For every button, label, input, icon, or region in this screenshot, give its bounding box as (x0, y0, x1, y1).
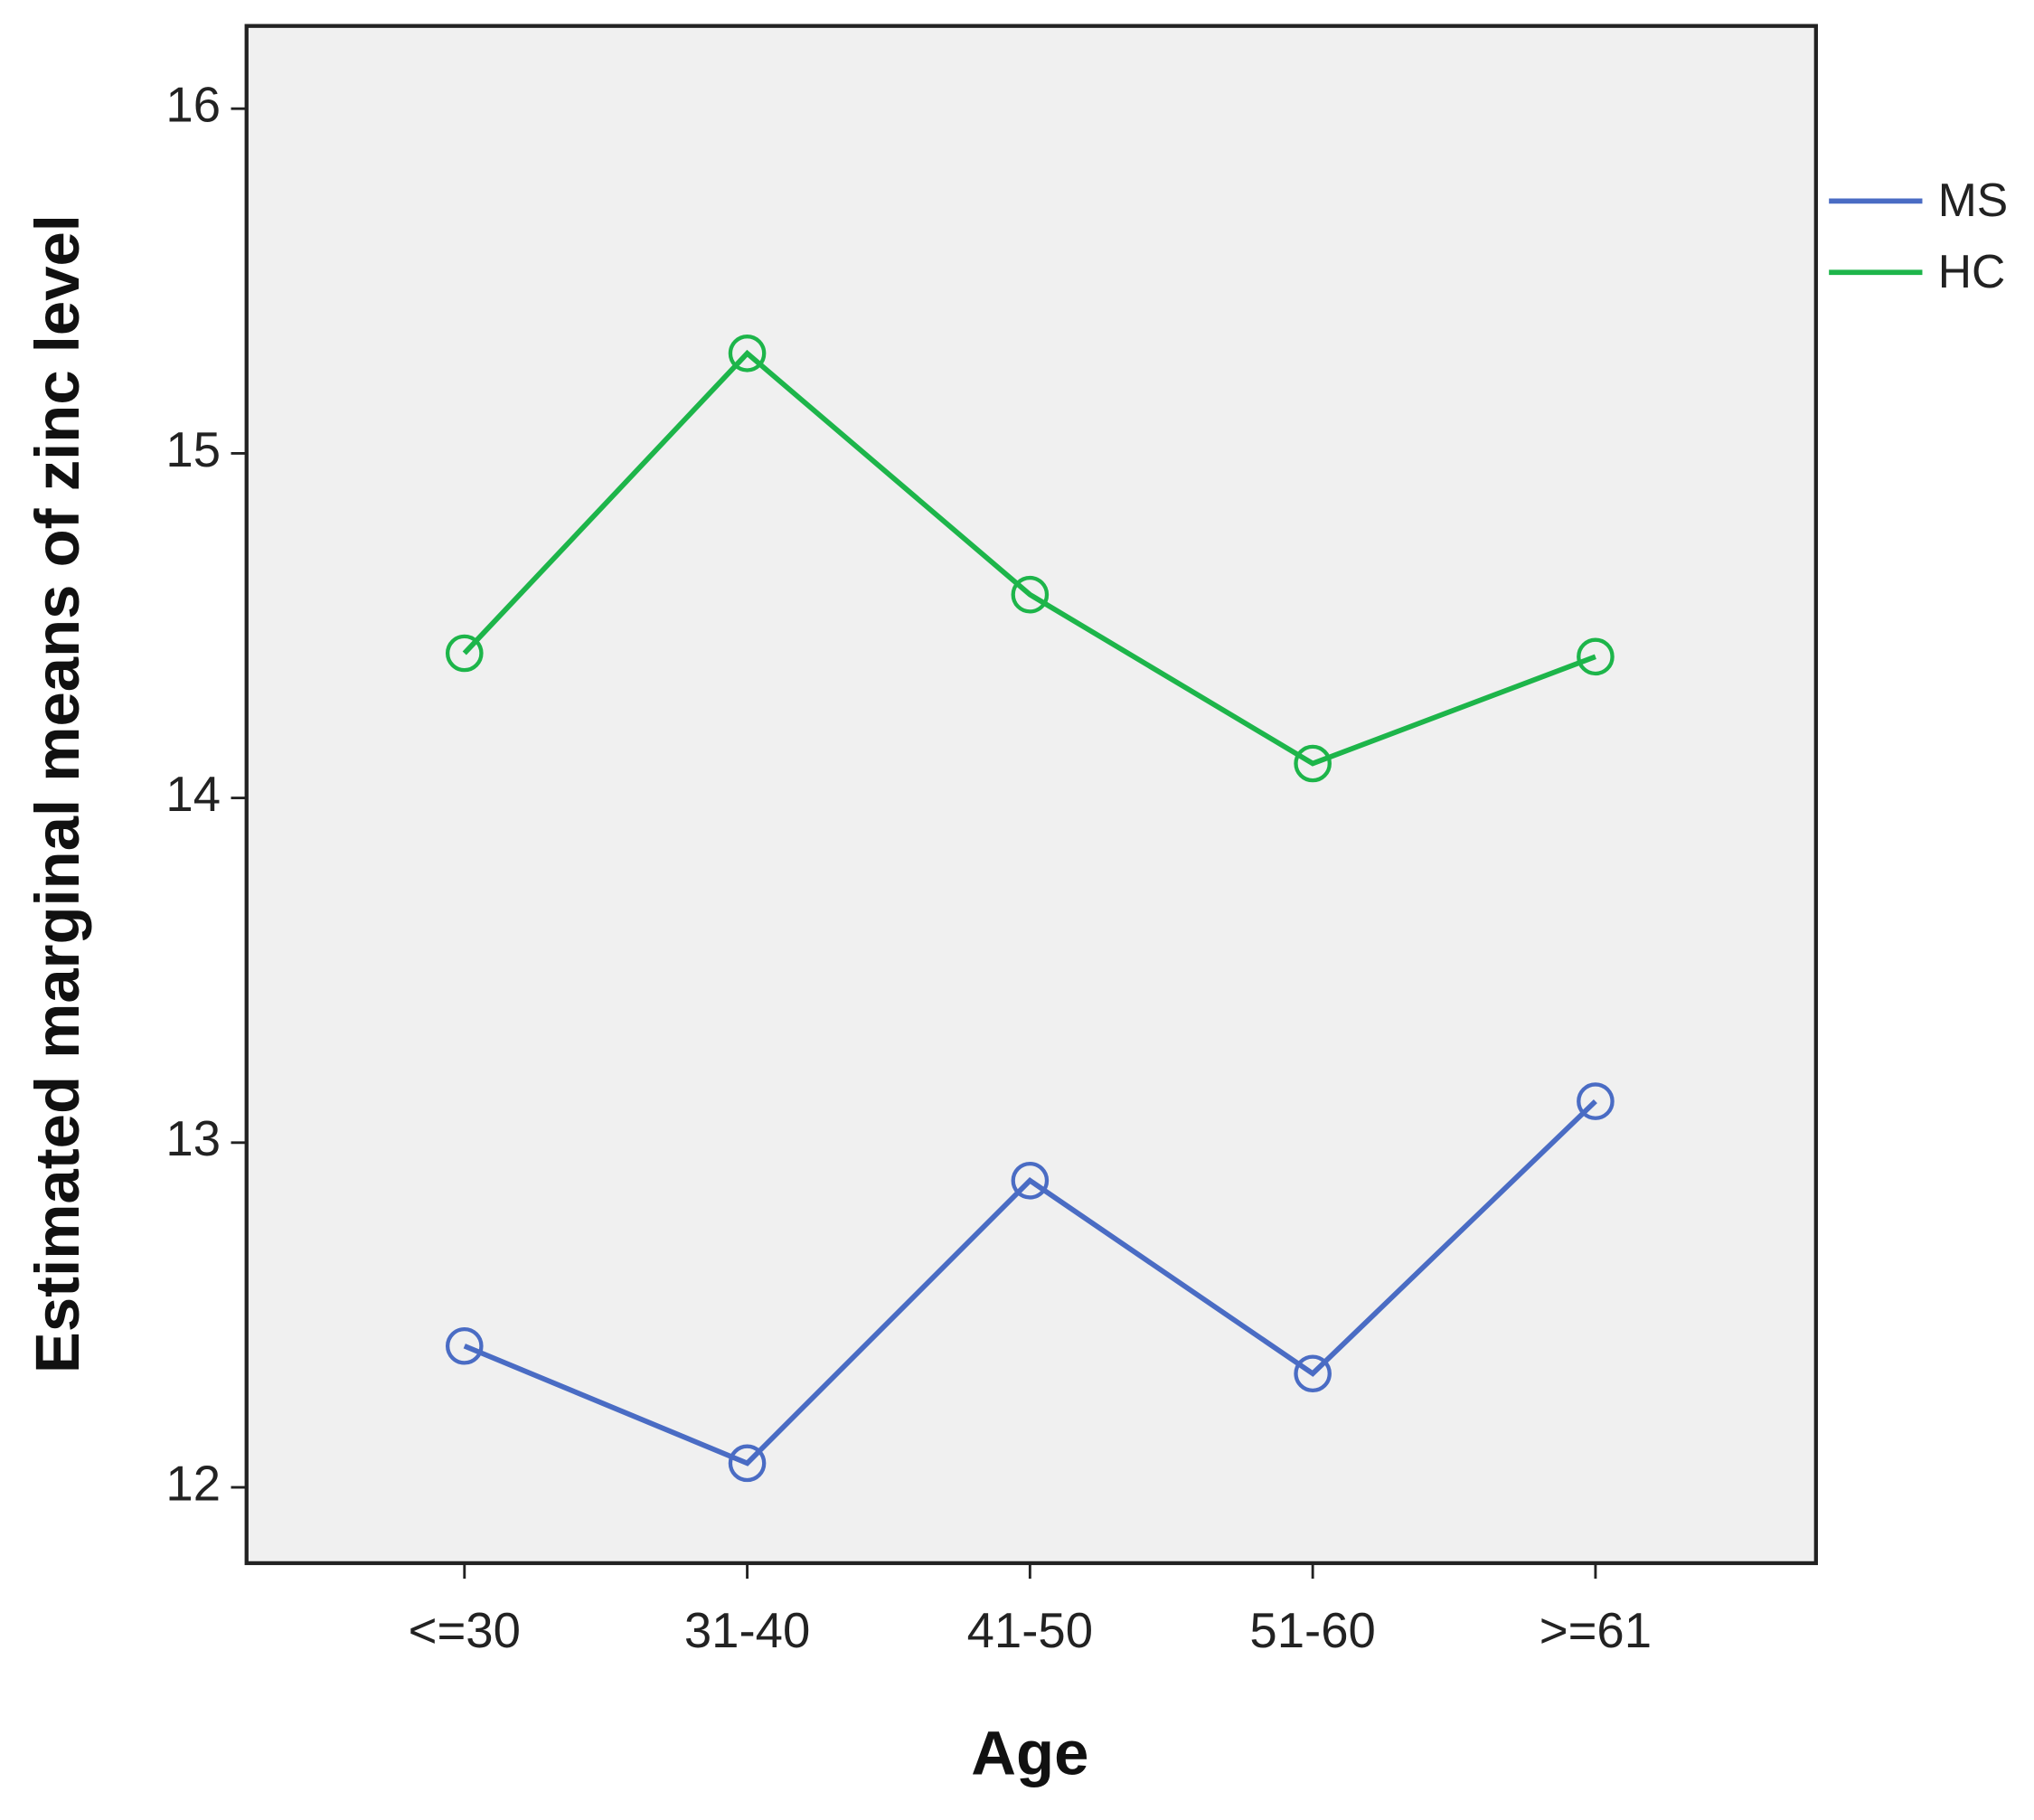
marker (1577, 1082, 1615, 1120)
legend-label: HC (1938, 245, 2006, 297)
marker (1294, 744, 1332, 783)
y-tick-label: 12 (165, 1456, 221, 1511)
y-axis-title: Estimated marginal means of zinc level (23, 214, 92, 1373)
marker (1294, 1354, 1332, 1393)
plot-area (244, 24, 1818, 1566)
x-tick-label: 31-40 (684, 1603, 810, 1658)
legend-label: MS (1938, 174, 2008, 226)
y-tick-label: 14 (165, 767, 221, 822)
y-tick-label: 16 (165, 78, 221, 133)
series-line (463, 1099, 1597, 1466)
marker (445, 634, 484, 673)
y-tick-label: 13 (165, 1111, 221, 1166)
x-axis-title: Age (971, 1718, 1088, 1787)
marker (728, 335, 767, 372)
x-tick-label: 51-60 (1249, 1603, 1375, 1658)
marker (445, 1326, 484, 1365)
x-tick-label: <=30 (409, 1603, 521, 1658)
marker (1577, 637, 1615, 676)
y-tick-label: 15 (165, 422, 221, 477)
x-tick-label: 41-50 (967, 1603, 1093, 1658)
x-tick-label: >=61 (1540, 1603, 1652, 1658)
series-line (462, 349, 1596, 767)
marker (728, 1444, 767, 1483)
marker (1011, 1161, 1050, 1200)
marker (1011, 575, 1050, 614)
